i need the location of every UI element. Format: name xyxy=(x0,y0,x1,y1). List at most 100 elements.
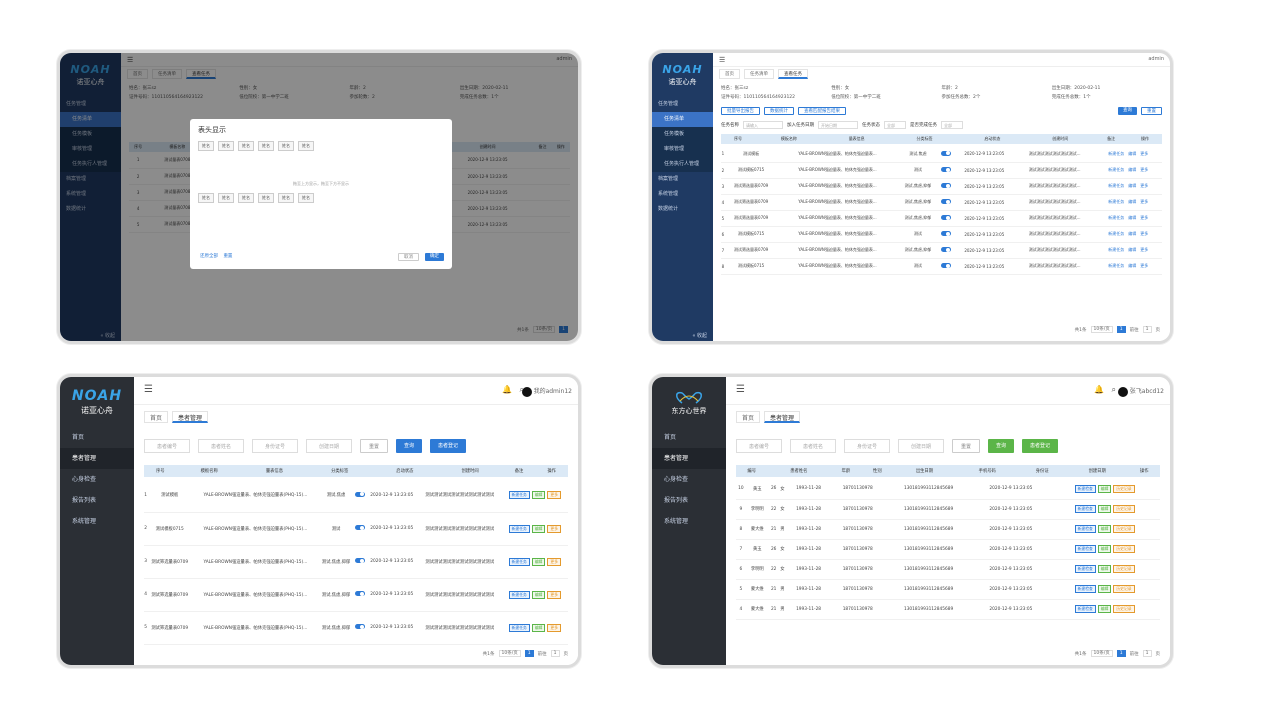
confirm-button[interactable]: 确定 xyxy=(425,253,444,261)
menu-stats[interactable]: 数据统计 xyxy=(66,206,87,212)
id-card-input[interactable]: 身份证号 xyxy=(252,439,298,453)
complete-select[interactable]: 全部 xyxy=(941,121,963,129)
menu-archive[interactable]: 档案管理 xyxy=(658,176,679,182)
reset-button[interactable]: 重置 xyxy=(952,439,981,453)
page-button[interactable]: 1 xyxy=(1116,326,1126,333)
new-task-link[interactable]: 新建任务 xyxy=(508,590,530,599)
new-task-link[interactable]: 新建任务 xyxy=(1108,167,1125,172)
tab-home[interactable]: 首页 xyxy=(144,411,169,423)
user-name[interactable]: 我的admin12 xyxy=(533,388,572,395)
goto-input[interactable]: 1 xyxy=(1142,326,1152,333)
edit-link[interactable]: 编辑 xyxy=(531,590,546,599)
column-chip[interactable]: 姓名 xyxy=(278,141,294,151)
menu-review[interactable]: 审核管理 xyxy=(664,146,685,152)
query-button[interactable]: 查询 xyxy=(988,439,1015,453)
more-link[interactable]: 历史记录 xyxy=(1113,565,1135,573)
goto-input[interactable]: 1 xyxy=(1142,650,1152,657)
more-link[interactable]: 更多 xyxy=(1140,215,1149,220)
column-chip[interactable]: 姓名 xyxy=(258,141,274,151)
query-button[interactable]: 查询 xyxy=(396,439,423,453)
reset-link[interactable]: 重置 xyxy=(223,254,233,259)
edit-link[interactable]: 编辑 xyxy=(531,557,546,566)
new-task-link[interactable]: 新建检查 xyxy=(1074,545,1096,553)
menu-check[interactable]: 心身检查 xyxy=(72,476,97,483)
new-task-link[interactable]: 新建任务 xyxy=(508,524,530,533)
new-task-link[interactable]: 新建任务 xyxy=(508,557,530,566)
user-name[interactable]: admin xyxy=(1148,56,1164,62)
edit-link[interactable]: 编辑 xyxy=(1097,605,1112,613)
menu-home[interactable]: 首页 xyxy=(72,434,85,441)
column-chip[interactable]: 姓名 xyxy=(258,193,274,203)
menu-task-list[interactable]: 任务清单 xyxy=(60,112,121,127)
more-link[interactable]: 更多 xyxy=(1140,167,1149,172)
status-toggle[interactable] xyxy=(940,199,951,204)
new-task-link[interactable]: 新建任务 xyxy=(1108,150,1125,156)
more-link[interactable]: 历史记录 xyxy=(1113,585,1135,593)
new-task-link[interactable]: 新建检查 xyxy=(1074,585,1096,593)
page-size-select[interactable]: 10条/页 xyxy=(1090,650,1113,657)
column-chip[interactable]: 姓名 xyxy=(298,193,314,203)
new-task-link[interactable]: 新建任务 xyxy=(1108,183,1125,188)
user-name[interactable]: admin xyxy=(556,56,572,62)
column-chip[interactable]: 姓名 xyxy=(198,193,214,203)
edit-link[interactable]: 编辑 xyxy=(1128,215,1137,220)
edit-link[interactable]: 编辑 xyxy=(1128,183,1137,188)
export-report-button[interactable]: 批量导出报告 xyxy=(721,107,760,115)
column-chip[interactable]: 姓名 xyxy=(298,141,314,151)
collapse-button[interactable]: « 收起 xyxy=(100,333,115,339)
status-toggle[interactable] xyxy=(940,215,951,220)
edit-link[interactable]: 编辑 xyxy=(1097,505,1112,513)
edit-link[interactable]: 编辑 xyxy=(1128,150,1137,156)
status-toggle[interactable] xyxy=(940,150,951,156)
search-icon[interactable]: ⌕ xyxy=(1111,385,1116,394)
avatar[interactable] xyxy=(1117,386,1128,397)
new-task-link[interactable]: 新建任务 xyxy=(508,623,530,632)
edit-link[interactable]: 编辑 xyxy=(531,623,546,632)
menu-system[interactable]: 系统管理 xyxy=(664,518,689,525)
restore-all-link[interactable]: 还原全部 xyxy=(200,254,218,259)
new-task-link[interactable]: 新建检查 xyxy=(1074,525,1096,533)
reset-button[interactable]: 重置 xyxy=(1141,107,1162,115)
column-chip[interactable]: 姓名 xyxy=(198,141,214,151)
column-chip[interactable]: 姓名 xyxy=(238,193,254,203)
status-toggle[interactable] xyxy=(940,231,951,236)
more-link[interactable]: 更多 xyxy=(547,590,562,599)
new-task-link[interactable]: 新建任务 xyxy=(1108,231,1125,236)
more-link[interactable]: 更多 xyxy=(1140,247,1149,252)
menu-task-list[interactable]: 任务清单 xyxy=(652,112,713,127)
edit-link[interactable]: 编辑 xyxy=(1097,585,1112,593)
new-task-link[interactable]: 新建任务 xyxy=(1108,263,1125,268)
page-size-select[interactable]: 10条/页 xyxy=(532,326,556,333)
user-name[interactable]: 张飞abcd12 xyxy=(1129,388,1164,395)
patient-name-input[interactable]: 患者姓名 xyxy=(790,439,836,453)
more-link[interactable]: 更多 xyxy=(1140,199,1149,204)
new-task-link[interactable]: 新建检查 xyxy=(1074,605,1096,613)
menu-report[interactable]: 报告列表 xyxy=(664,497,689,504)
menu-toggle-icon[interactable]: ☰ xyxy=(144,384,153,395)
status-toggle[interactable] xyxy=(354,558,365,563)
menu-executor[interactable]: 任务执行人管理 xyxy=(72,161,108,167)
edit-link[interactable]: 编辑 xyxy=(1128,167,1137,172)
menu-archive[interactable]: 档案管理 xyxy=(66,176,87,182)
id-card-input[interactable]: 身份证号 xyxy=(844,439,890,453)
tab-patient[interactable]: 患者管理 xyxy=(172,411,209,423)
page-button[interactable]: 1 xyxy=(559,326,568,333)
column-chip[interactable]: 姓名 xyxy=(218,141,234,151)
status-toggle[interactable] xyxy=(354,624,365,629)
date-input[interactable]: 开始日期 xyxy=(818,121,858,129)
query-button[interactable]: 查询 xyxy=(1118,107,1137,115)
new-task-link[interactable]: 新建任务 xyxy=(1108,247,1125,252)
edit-link[interactable]: 编辑 xyxy=(1128,231,1137,236)
page-button[interactable]: 1 xyxy=(1116,650,1126,657)
tab-view-task[interactable]: 查看任务 xyxy=(778,69,808,79)
reset-button[interactable]: 重置 xyxy=(360,439,389,453)
more-link[interactable]: 更多 xyxy=(547,524,562,533)
status-toggle[interactable] xyxy=(354,525,365,530)
edit-link[interactable]: 编辑 xyxy=(1097,565,1112,573)
menu-executor[interactable]: 任务执行人管理 xyxy=(664,161,700,167)
bell-icon[interactable]: 🔔 xyxy=(502,385,512,394)
tab-task-list[interactable]: 任务清单 xyxy=(744,69,774,79)
menu-system[interactable]: 系统管理 xyxy=(66,191,87,197)
patient-id-input[interactable]: 患者编号 xyxy=(736,439,782,453)
edit-link[interactable]: 编辑 xyxy=(1128,263,1137,268)
